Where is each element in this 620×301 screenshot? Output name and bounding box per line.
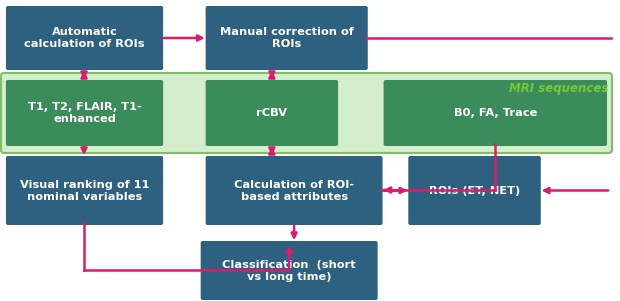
FancyBboxPatch shape	[206, 80, 338, 146]
Text: Calculation of ROI-
based attributes: Calculation of ROI- based attributes	[234, 179, 354, 201]
Text: rCBV: rCBV	[256, 108, 287, 118]
FancyArrowPatch shape	[383, 188, 405, 193]
Text: Visual ranking of 11
nominal variables: Visual ranking of 11 nominal variables	[20, 179, 149, 201]
FancyBboxPatch shape	[409, 156, 541, 225]
FancyArrowPatch shape	[544, 188, 608, 193]
Text: Classification  (short
vs long time): Classification (short vs long time)	[223, 259, 356, 281]
Text: B0, FA, Trace: B0, FA, Trace	[454, 108, 537, 118]
FancyBboxPatch shape	[206, 6, 368, 70]
FancyBboxPatch shape	[6, 156, 163, 225]
Text: MRI sequences: MRI sequences	[509, 82, 608, 95]
FancyArrowPatch shape	[82, 71, 87, 79]
FancyBboxPatch shape	[1, 73, 612, 153]
FancyBboxPatch shape	[206, 156, 383, 225]
Text: Manual correction of
ROIs: Manual correction of ROIs	[220, 27, 353, 49]
FancyArrowPatch shape	[269, 147, 275, 155]
FancyBboxPatch shape	[201, 241, 378, 300]
FancyBboxPatch shape	[384, 80, 607, 146]
FancyArrowPatch shape	[269, 71, 275, 79]
Text: ROIs (ET, NET): ROIs (ET, NET)	[429, 185, 520, 196]
Text: Automatic
calculation of ROIs: Automatic calculation of ROIs	[24, 27, 145, 49]
FancyArrowPatch shape	[291, 226, 296, 237]
FancyArrowPatch shape	[384, 188, 391, 193]
Text: T1, T2, FLAIR, T1-
enhanced: T1, T2, FLAIR, T1- enhanced	[28, 102, 141, 124]
FancyArrowPatch shape	[286, 249, 291, 267]
FancyBboxPatch shape	[6, 80, 163, 146]
FancyArrowPatch shape	[82, 147, 87, 152]
FancyArrowPatch shape	[164, 36, 202, 41]
FancyBboxPatch shape	[6, 6, 163, 70]
